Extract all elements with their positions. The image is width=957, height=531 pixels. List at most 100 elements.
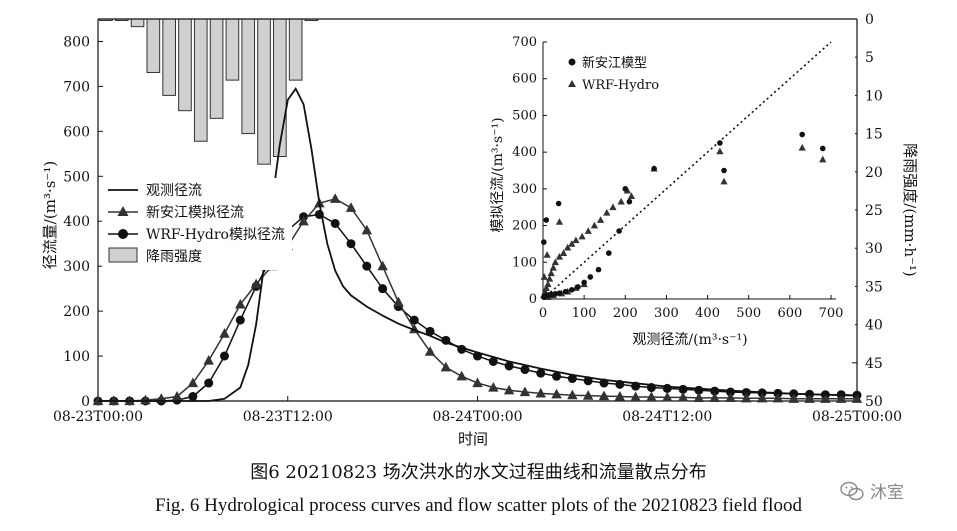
xaj-point — [567, 389, 578, 400]
inset-wrf-point — [572, 236, 580, 244]
rain-bar — [241, 18, 256, 135]
inset-wrf-point — [603, 208, 611, 216]
xaj-point — [646, 391, 657, 402]
xaj-point — [377, 260, 388, 271]
xaj-point — [851, 393, 863, 403]
wrf-hydro-point — [330, 218, 340, 228]
inset-wrf-point — [720, 177, 728, 185]
inset-wrf-point — [590, 221, 599, 229]
main-legend: 观测径流 新安江模拟径流 WRF-Hydro模拟径流 降雨强度 — [102, 178, 292, 270]
xaj-point — [598, 390, 610, 401]
xaj-point — [535, 387, 546, 398]
wrf-hydro-point — [409, 315, 419, 325]
inset-x-tick-label: 300 — [654, 306, 679, 321]
xaj-point — [345, 202, 357, 212]
inset-y-tick-label: 100 — [512, 255, 537, 270]
xaj-point — [503, 384, 515, 395]
y2-tick-label: 0 — [865, 12, 874, 28]
xaj-point — [171, 391, 183, 401]
wrf-hydro-point — [662, 383, 672, 393]
inset-y-label: 模拟径流/(m³·s⁻¹) — [490, 117, 506, 232]
inset-wrf-point — [716, 147, 724, 155]
inset-scatter: 00 100 100 200 200 300 300 400 400 500 500 600 600 70… — [490, 30, 855, 350]
xaj-point — [756, 392, 768, 403]
main-x-ticks: 08-23T00:00 08-23T12:00 08-24T00:00 08-24T1… — [53, 396, 902, 425]
inset-x-tick-label: 500 — [736, 306, 761, 321]
rain-bar — [209, 18, 224, 119]
wrf-hydro-point — [235, 315, 245, 325]
inset-x-tick-label: 400 — [695, 306, 720, 321]
x-tick-label: 08-23T00:00 — [53, 409, 143, 425]
xaj-point — [329, 193, 341, 203]
inset-xaj-point — [587, 274, 594, 280]
y-tick-label: 400 — [63, 214, 90, 230]
inset-wrf-point — [545, 275, 554, 282]
inset-wrf-point — [617, 197, 625, 205]
xaj-point — [219, 328, 230, 338]
main-y-ticks: 0 100 200 300 400 500 600 700 800 — [63, 34, 103, 410]
inset-xaj-point — [606, 250, 612, 256]
inset-y-tick-label: 700 — [512, 35, 537, 50]
inset-wrf-point — [551, 258, 559, 266]
inset-xaj-point — [543, 217, 550, 223]
rainfall-bars — [99, 18, 319, 165]
inset-xaj-point — [555, 200, 562, 207]
x-tick-label: 08-25T00:00 — [812, 409, 902, 425]
rain-bar — [273, 18, 287, 158]
x-tick-label: 08-24T00:00 — [432, 409, 522, 425]
inset-xaj-point — [721, 167, 727, 174]
rain-bar — [146, 18, 161, 73]
wrf-hydro-point — [425, 326, 435, 336]
wrf-hydro-point — [488, 356, 498, 366]
xaj-point — [551, 388, 562, 399]
legend-rain-label: 降雨强度 — [146, 249, 202, 265]
y2-tick-label: 10 — [865, 88, 883, 104]
legend-wrf-marker — [118, 229, 128, 239]
main-y-label: 径流量/(m³·s⁻¹) — [41, 161, 59, 269]
inset-wrf-point — [609, 203, 617, 211]
inset-legend-wrf-label: WRF-Hydro — [582, 78, 659, 93]
x-tick-label: 08-23T12:00 — [243, 409, 333, 425]
inset-x-tick-label: 700 — [819, 306, 844, 321]
wrf-hydro-point — [536, 368, 546, 378]
xaj-point — [630, 391, 641, 402]
wrf-hydro-point — [204, 378, 214, 388]
xaj-point — [804, 393, 815, 403]
inset-legend-xaj-marker — [568, 58, 576, 66]
y2-tick-label: 40 — [865, 318, 883, 334]
inset-wrf-point — [627, 192, 636, 200]
y-tick-label: 500 — [63, 169, 90, 185]
inset-wrf-point — [542, 284, 550, 291]
y2-tick-label: 25 — [865, 203, 883, 219]
xaj-point — [250, 278, 262, 289]
xaj-point — [488, 382, 499, 392]
xaj-point — [709, 392, 720, 402]
inset-xaj-point — [616, 228, 622, 234]
x-tick-label: 08-24T12:00 — [622, 409, 712, 425]
wrf-hydro-point — [362, 261, 372, 271]
inset-xaj-point — [626, 198, 633, 205]
inset-reference-line — [542, 41, 832, 300]
rain-bar — [178, 18, 192, 112]
legend-observed-label: 观测径流 — [146, 183, 202, 199]
wrf-hydro-point — [552, 371, 562, 381]
inset-legend-wrf-marker — [568, 80, 576, 87]
y2-tick-label: 50 — [865, 394, 883, 410]
inset-wrf-point — [798, 143, 806, 151]
inset-x-tick-label: 100 — [572, 306, 597, 321]
xaj-point — [741, 392, 752, 403]
wrf-hydro-point — [520, 365, 530, 375]
inset-xaj-point — [595, 266, 602, 273]
inset-y-tick-label: 600 — [512, 72, 537, 87]
xaj-point — [187, 377, 199, 388]
wrf-hydro-point — [188, 392, 198, 402]
y2-tick-label: 45 — [865, 356, 883, 372]
xaj-point — [835, 393, 847, 403]
xaj-point — [677, 391, 689, 402]
main-x-label: 时间 — [458, 430, 488, 448]
inset-wrf-point — [549, 263, 557, 271]
inset-wrf-point — [547, 269, 555, 277]
inset-wrf-point — [555, 252, 564, 260]
inset-wrf-point — [578, 232, 586, 240]
